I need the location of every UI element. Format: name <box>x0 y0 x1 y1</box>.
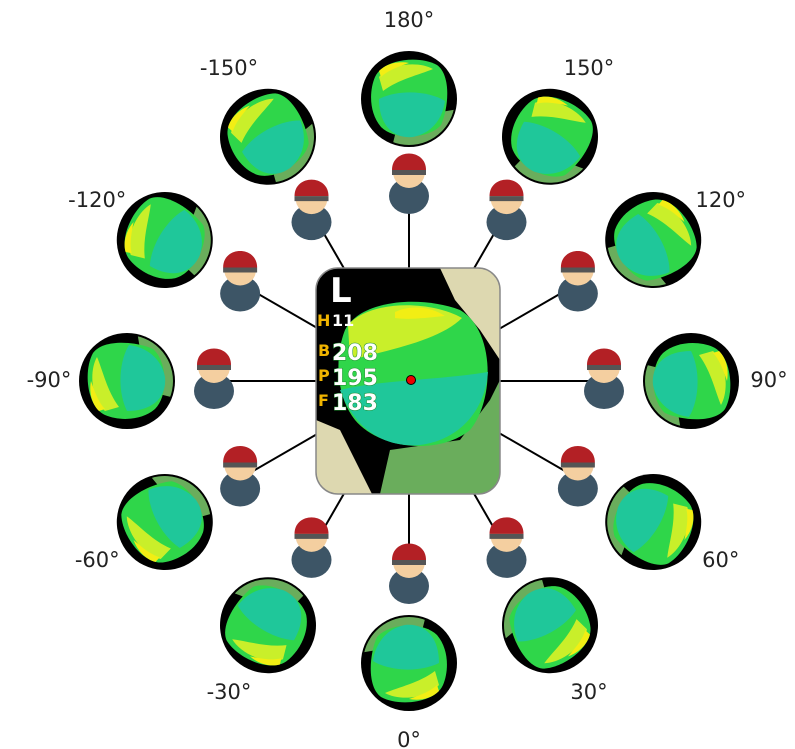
view-angle: -150° <box>200 56 258 80</box>
side: L <box>330 271 352 311</box>
view: -90° <box>27 331 234 429</box>
person <box>389 153 429 214</box>
view-angle: 150° <box>564 56 615 80</box>
front-label: F <box>318 391 329 410</box>
view-angle: 120° <box>695 188 746 212</box>
view: -150° <box>200 56 341 241</box>
view: -120° <box>68 173 261 312</box>
front: 183 <box>332 391 378 416</box>
person <box>584 348 624 409</box>
view: 90° <box>584 333 788 431</box>
pin-label: P <box>318 366 330 385</box>
view: 150° <box>478 56 617 241</box>
view: 180° <box>361 8 459 214</box>
view-angle: 30° <box>570 680 607 704</box>
person <box>557 446 598 507</box>
view: 120° <box>557 174 746 313</box>
view-angle: 90° <box>750 368 787 392</box>
view-angle: -90° <box>27 368 72 392</box>
person <box>291 179 332 241</box>
view-angle: 180° <box>384 8 435 32</box>
back: 208 <box>332 341 378 366</box>
person <box>220 446 261 507</box>
back-label: B <box>318 341 330 360</box>
person <box>486 179 527 241</box>
view: 30° <box>477 517 616 704</box>
hole: 11 <box>332 311 354 330</box>
card-green <box>316 268 500 494</box>
view: -60° <box>75 446 261 588</box>
center-card: L H 11 B 208 P 195 F 183 <box>315 267 501 495</box>
person <box>291 517 332 578</box>
view-angle: 0° <box>397 728 421 749</box>
view-angle: -120° <box>68 188 126 212</box>
view: 0° <box>359 543 457 749</box>
view-angle: -30° <box>207 680 252 704</box>
person <box>194 348 234 409</box>
view-green <box>359 603 457 711</box>
view-angle: 60° <box>702 548 739 572</box>
view: 60° <box>557 446 739 589</box>
pin: 195 <box>332 366 378 391</box>
person <box>557 251 598 312</box>
card-border <box>315 267 501 495</box>
view: -30° <box>201 517 340 704</box>
person <box>486 517 527 578</box>
person <box>389 543 429 604</box>
view-green <box>79 331 187 429</box>
person <box>220 251 261 312</box>
hole-label: H <box>317 311 330 330</box>
view-green <box>631 333 739 431</box>
view-green <box>576 450 719 589</box>
view-green <box>361 51 459 159</box>
views: 180° 150° 120° 90° 60° 30° 0° -30° -60° -90° -120°… <box>27 8 788 749</box>
view-angle: -60° <box>75 548 120 572</box>
